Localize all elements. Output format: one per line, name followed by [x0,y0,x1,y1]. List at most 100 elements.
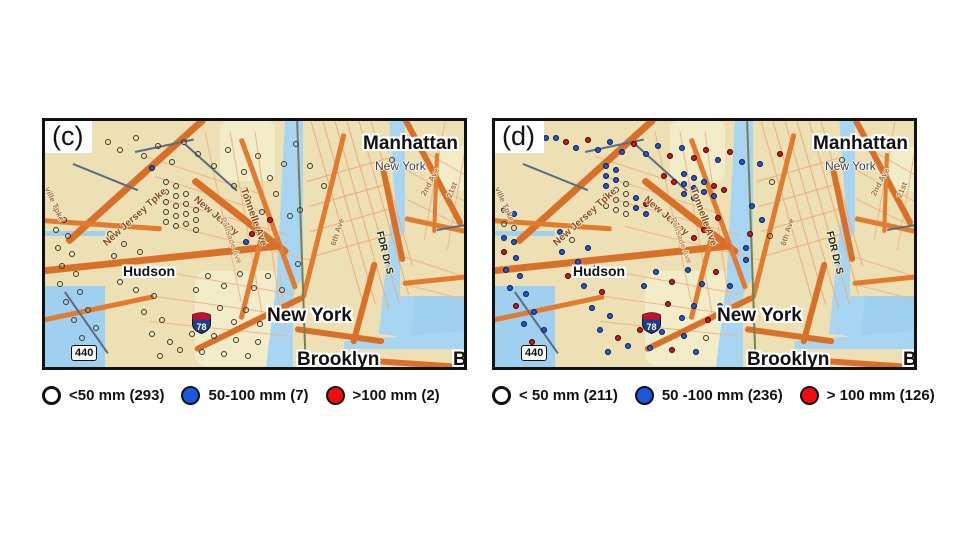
gauge-dot [643,151,649,157]
gauge-dot [603,173,609,179]
gauge-dot [193,217,199,223]
panel-tag-c: (c) [45,121,93,154]
gauge-dot [613,167,619,173]
gauge-dot [141,153,147,159]
gauge-dot [133,135,139,141]
gauge-dot [607,139,613,145]
gauge-dot [603,163,609,169]
gauge-dot [217,305,223,311]
gauge-dot [93,325,99,331]
map-panel-d: New Jersey Tpke New Jersey Tonnelle Ave … [492,118,917,370]
gauge-dot [581,283,587,289]
legend-blue-circle-icon [181,385,201,405]
gauge-dot [159,317,165,323]
gauge-dot [703,335,709,341]
gauge-dot [173,223,179,229]
gauge-dot [637,327,643,333]
legend-label-gt100: > 100 mm (126) [826,386,935,404]
route-440-shield: 440 [521,345,548,361]
gauge-dot [237,271,243,277]
gauge-dot [517,273,523,279]
gauge-dot [77,289,83,295]
gauge-dot [679,315,685,321]
gauge-dot [193,227,199,233]
gauge-dot [211,163,217,169]
gauge-dot [287,213,293,219]
gauge-dot [665,301,671,307]
gauge-dot [167,339,173,345]
gauge-dot [53,227,59,233]
panel-tag-d: (d) [495,121,544,154]
gauge-dot [53,207,59,213]
gauge-dot [255,339,261,345]
gauge-dot [295,261,301,267]
gauge-dot [633,205,639,211]
gauge-dot [585,137,591,143]
gauge-dot [613,187,619,193]
gauge-dot [641,283,647,289]
gauge-dot [245,353,251,359]
gauge-dot [281,161,287,167]
gauge-dot [149,331,155,337]
gauge-dot [711,183,717,189]
gauge-dot [163,209,169,215]
legend-item-lt50: <50 mm (293) [42,385,164,405]
gauge-dot [267,175,273,181]
gauge-dot [717,303,723,309]
gauge-dot [195,151,201,157]
gauge-dot [713,269,719,275]
gauge-dot [623,201,629,207]
gauge-dot [681,181,687,187]
gauge-dot [701,189,707,195]
gauge-dot [623,211,629,217]
gauge-dot [613,207,619,213]
gauge-dot [163,199,169,205]
gauge-dot [667,153,673,159]
gauge-dot [603,203,609,209]
gauge-dot [653,269,659,275]
gauge-dot [615,335,621,341]
gauge-dot [691,175,697,181]
gauge-dot [503,267,509,273]
gauge-dot [257,321,263,327]
gauge-dot [877,137,883,143]
gauge-dot [183,201,189,207]
gauge-dot [249,231,255,237]
gauge-dot [173,213,179,219]
gauge-dot [669,347,675,353]
gauge-dot [57,281,63,287]
gauge-dot [613,197,619,203]
gauge-dot [679,145,685,151]
gauge-dot [521,321,527,327]
gauge-dot [575,259,581,265]
gauge-dot [623,191,629,197]
gauge-dot [643,201,649,207]
gauge-dot [511,239,517,245]
map-panel-c: New Jersey Tpke New Jersey Tonnelle Ave … [42,118,467,370]
gauge-dot [273,191,279,197]
gauge-dot [181,139,187,145]
legend-label-50-100: 50 -100 mm (236) [661,386,783,404]
legend-item-50-100: 50 -100 mm (236) [634,385,783,405]
gauge-dot [177,347,183,353]
gauge-dot [711,193,717,199]
map-canvas-d: New Jersey Tpke New Jersey Tonnelle Ave … [495,121,914,367]
gauge-dot [625,343,631,349]
gauge-dot [685,267,691,273]
gauge-dot [145,269,151,275]
gauge-dot [243,239,249,245]
gauge-dot [251,285,257,291]
map-canvas-c: New Jersey Tpke New Jersey Tonnelle Ave … [45,121,464,367]
gauge-dot [569,237,575,243]
gauge-dot [553,135,559,141]
gauge-dot [245,195,251,201]
gauge-dot [79,335,85,341]
gauge-dot [107,231,113,237]
gauge-dot [205,273,211,279]
gauge-dot [589,305,595,311]
gauge-dot [169,159,175,165]
gauge-dot [727,149,733,155]
gauge-dot [149,165,155,171]
gauge-dot [681,171,687,177]
